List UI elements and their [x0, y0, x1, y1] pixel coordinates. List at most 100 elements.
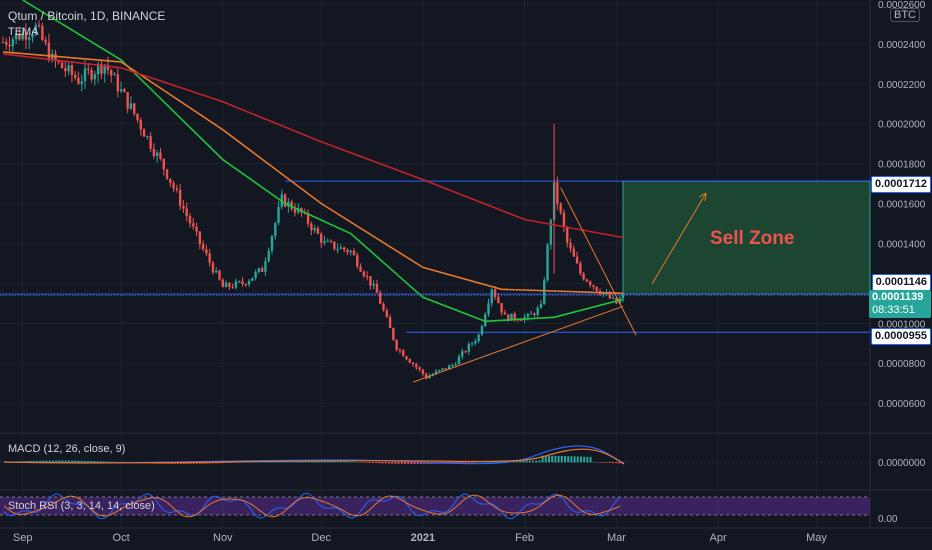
candle-body	[205, 249, 208, 254]
stoch-d-line	[3, 494, 621, 518]
candle-body	[159, 152, 162, 159]
candle-body	[585, 279, 589, 282]
macd-bar	[455, 462, 458, 464]
macd-bar	[349, 461, 352, 463]
macd-bar	[461, 462, 464, 464]
stoch-rsi-band	[0, 497, 870, 515]
candle-body	[54, 53, 57, 61]
macd-bar	[500, 461, 502, 463]
candle-body	[513, 313, 516, 320]
candle-body	[369, 276, 372, 286]
candle-body	[185, 208, 188, 216]
candle-body	[556, 182, 559, 204]
candle-body	[497, 296, 500, 304]
candle-body	[103, 64, 106, 74]
candle-body	[316, 228, 320, 234]
macd-bar	[378, 462, 381, 464]
macd-bar	[528, 460, 531, 463]
candle-body	[336, 248, 339, 250]
macd-bar	[52, 460, 54, 463]
candle-body	[464, 351, 467, 353]
candle-body	[346, 249, 349, 253]
macd-bar	[106, 461, 109, 463]
candle-body	[559, 203, 562, 213]
macd-bar	[471, 462, 474, 463]
macd-bar	[573, 456, 576, 463]
candle-body	[254, 271, 257, 278]
macd-bar	[612, 462, 614, 464]
candle-body	[444, 368, 448, 370]
macd-bar	[87, 460, 90, 463]
candle-body	[375, 284, 379, 293]
candle-body	[136, 113, 139, 120]
candle-body	[365, 275, 369, 277]
candle-body	[8, 44, 11, 47]
projection-arrow	[651, 192, 707, 285]
macd-bar	[343, 461, 346, 463]
candle-body	[415, 364, 418, 368]
candle-body	[290, 201, 293, 210]
stoch-rsi-title: Stoch RSI (3, 3, 14, 14, close)	[8, 500, 155, 512]
candle-body	[116, 74, 120, 92]
candle-body	[5, 42, 8, 45]
resistance-trendline	[560, 187, 637, 336]
candle-body	[57, 60, 60, 63]
macd-bar	[317, 460, 320, 463]
macd-bar	[519, 460, 522, 463]
candle-body	[195, 226, 198, 232]
candle-body	[221, 279, 224, 288]
macd-bar	[208, 462, 211, 464]
candle-body	[405, 356, 408, 360]
candle-body	[339, 247, 343, 249]
candle-body	[208, 253, 211, 263]
candle-body	[490, 289, 493, 304]
macd-bar	[320, 460, 323, 463]
candle-body	[47, 42, 51, 61]
candle-body	[438, 369, 441, 372]
candle-body	[595, 286, 598, 291]
x-tick-label: Mar	[607, 532, 626, 544]
macd-bar	[407, 462, 410, 464]
candle-body	[293, 209, 297, 213]
candle-body	[110, 70, 113, 76]
candle-body	[264, 261, 267, 272]
macd-bar	[180, 462, 182, 464]
macd-bar	[221, 462, 224, 464]
macd-bar	[58, 460, 61, 463]
candle-body	[602, 293, 605, 295]
candle-body	[529, 313, 533, 315]
candle-body	[588, 281, 592, 286]
candle-body	[352, 250, 356, 256]
candle-body	[323, 240, 326, 243]
candle-body	[175, 188, 179, 190]
macd-bar	[541, 455, 544, 463]
candle-body	[388, 317, 392, 329]
candle-body	[451, 365, 454, 367]
macd-bar	[48, 460, 51, 463]
candle-body	[231, 286, 234, 288]
macd-bar	[42, 460, 45, 463]
macd-bar	[596, 461, 598, 463]
candle-body	[224, 282, 228, 288]
candle-body	[123, 89, 126, 93]
candle-body	[270, 236, 274, 251]
candle-body	[402, 350, 405, 357]
candle-body	[424, 373, 428, 379]
candle-body	[356, 255, 359, 267]
macd-bar	[330, 460, 333, 463]
candle-body	[605, 293, 608, 295]
macd-bar	[477, 461, 480, 463]
candle-body	[582, 273, 585, 280]
y-tick-label: 0.0002400	[878, 40, 926, 51]
macd-bar	[189, 462, 192, 464]
candle-body	[24, 32, 28, 40]
macd-bar	[202, 462, 205, 464]
currency-badge[interactable]: BTC	[890, 8, 920, 22]
candle-body	[549, 220, 553, 245]
candle-body	[41, 26, 44, 40]
candle-body	[133, 103, 136, 114]
candle-body	[572, 248, 575, 257]
candle-body	[543, 280, 546, 304]
macd-bar	[615, 462, 618, 464]
